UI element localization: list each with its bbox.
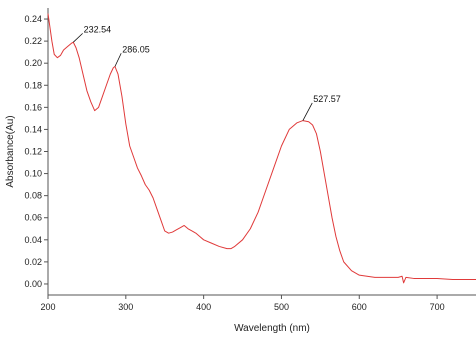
x-tick-label: 200 xyxy=(40,302,55,312)
y-tick-label: 0.12 xyxy=(24,147,42,157)
peak-annotation-label: 527.57 xyxy=(313,94,341,104)
y-tick-label: 0.04 xyxy=(24,235,42,245)
y-axis-title: Absorbance(Au) xyxy=(5,115,16,187)
absorbance-series-line xyxy=(47,13,476,284)
annotation-layer: 232.54 286.05 527.57 xyxy=(73,24,341,121)
y-tick-label: 0.10 xyxy=(24,169,42,179)
y-tick-label: 0.22 xyxy=(24,36,42,46)
peak-annotation-label: 232.54 xyxy=(84,24,112,34)
y-tick-label: 0.00 xyxy=(24,279,42,289)
x-tick-label: 400 xyxy=(196,302,211,312)
y-tick-label: 0.06 xyxy=(24,213,42,223)
peak-annotation-leader xyxy=(302,102,313,121)
x-tick-label: 600 xyxy=(352,302,367,312)
y-tick-label: 0.02 xyxy=(24,257,42,267)
plot-frame xyxy=(47,8,476,296)
peak-annotation-label: 286.05 xyxy=(122,44,150,54)
peak-annotation-leader xyxy=(73,33,83,43)
y-tick-label: 0.14 xyxy=(24,124,42,134)
x-tick-label: 500 xyxy=(274,302,289,312)
x-tick-label: 700 xyxy=(430,302,445,312)
y-tick-label: 0.16 xyxy=(24,102,42,112)
series-layer xyxy=(47,13,476,284)
x-tick-label: 300 xyxy=(118,302,133,312)
y-tick-label: 0.08 xyxy=(24,191,42,201)
y-tick-label: 0.24 xyxy=(24,14,42,24)
x-axis: 200 300 400 500 600 700 xyxy=(40,295,445,312)
y-axis: 0.00 0.02 0.04 0.06 0.08 0.10 0.12 0.14 0.16 0.18… xyxy=(24,14,48,289)
peak-annotation-leader xyxy=(114,53,122,67)
y-tick-label: 0.18 xyxy=(24,80,42,90)
y-tick-label: 0.20 xyxy=(24,58,42,68)
x-axis-title: Wavelength (nm) xyxy=(234,323,310,334)
